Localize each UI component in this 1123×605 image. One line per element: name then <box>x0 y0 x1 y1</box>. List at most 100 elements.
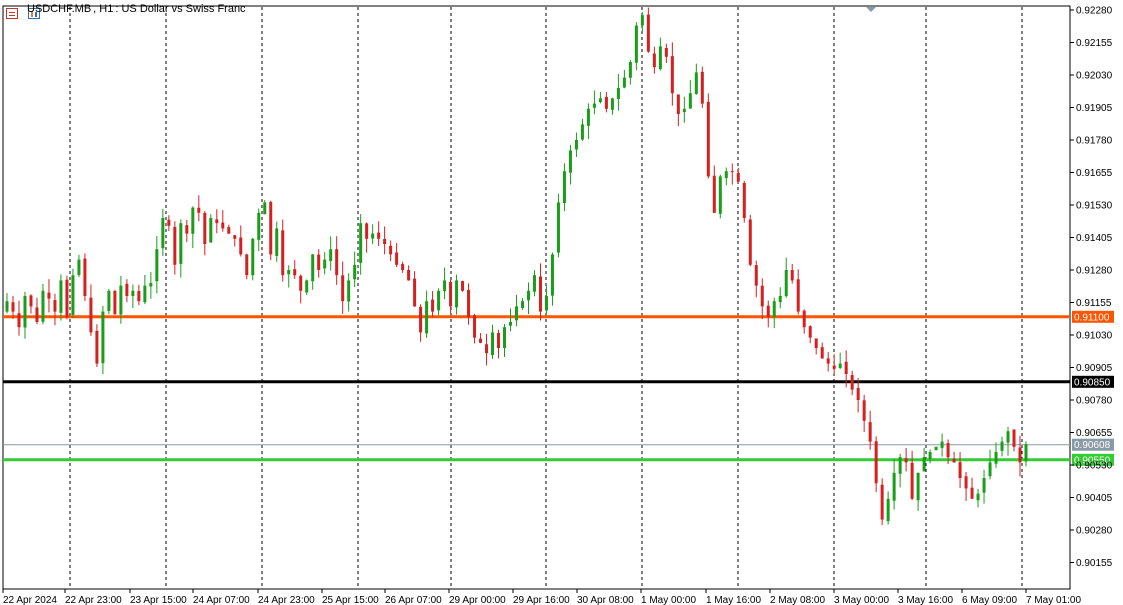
candle-body <box>580 124 584 140</box>
candle-body <box>83 258 87 296</box>
candlestick-series <box>5 7 1028 526</box>
candle-body <box>197 207 201 213</box>
candle-body <box>712 175 716 213</box>
candle-body <box>820 347 824 359</box>
candle-body <box>185 225 189 234</box>
x-tick-label: 30 Apr 08:00 <box>577 595 634 605</box>
candle-body <box>47 292 51 299</box>
candle-body <box>509 322 513 326</box>
candle-body <box>940 441 944 448</box>
x-tick-label: 29 Apr 16:00 <box>513 595 570 605</box>
level-price-tag <box>1072 438 1114 451</box>
table-icon[interactable] <box>6 8 18 19</box>
candle-body <box>868 422 872 442</box>
candle-body <box>880 484 884 520</box>
candle-body <box>203 212 207 244</box>
candle-body <box>365 223 369 239</box>
plot-area[interactable] <box>2 5 1071 590</box>
candle-body <box>766 305 770 317</box>
candle-body <box>239 237 243 255</box>
candle-body <box>221 222 225 229</box>
candle-body <box>1018 447 1022 463</box>
candle-body <box>473 315 477 338</box>
candle-body <box>491 332 495 356</box>
candle-body <box>23 296 27 328</box>
candle-body <box>101 311 105 364</box>
candle-body <box>353 264 357 280</box>
candle-body <box>976 493 980 501</box>
y-tick-label: 0.91280 <box>1076 266 1113 277</box>
candle-body <box>988 462 992 477</box>
candle-body <box>149 283 153 287</box>
candle-body <box>526 290 530 301</box>
candle-body <box>167 219 171 226</box>
candle-body <box>916 472 920 501</box>
candle-body <box>934 446 938 451</box>
candle-body <box>287 270 291 275</box>
candle-body <box>802 310 806 328</box>
candle-body <box>574 140 578 150</box>
candle-body <box>89 297 93 333</box>
candle-body <box>179 223 183 264</box>
x-tick-label: 1 May 00:00 <box>641 595 696 605</box>
candle-body <box>736 172 740 182</box>
candle-body <box>485 344 489 354</box>
candle-body <box>431 299 435 312</box>
candle-body <box>41 290 45 322</box>
candle-body <box>269 201 273 255</box>
candle-body <box>35 307 39 322</box>
candle-body <box>449 282 453 307</box>
candle-body <box>796 279 800 312</box>
candle-body <box>455 280 459 308</box>
x-tick-label: 6 May 09:00 <box>962 595 1017 605</box>
candle-body <box>946 443 950 458</box>
candle-body <box>904 458 908 463</box>
bar-chart-icon[interactable] <box>28 8 40 19</box>
candle-body <box>401 264 405 270</box>
candle-body <box>479 338 483 343</box>
y-tick-label: 0.90405 <box>1076 493 1113 504</box>
candle-body <box>556 202 560 253</box>
candle-body <box>305 280 309 293</box>
candle-body <box>95 330 99 364</box>
candle-body <box>622 77 626 88</box>
candle-body <box>886 498 890 522</box>
candle-body <box>616 88 620 99</box>
candle-body <box>964 476 968 489</box>
y-tick-label: 0.90655 <box>1076 428 1113 439</box>
candle-body <box>970 487 974 499</box>
description-label: US Dollar vs Swiss Franc <box>121 3 246 15</box>
candle-body <box>772 301 776 317</box>
candle-body <box>784 270 788 297</box>
x-tick-label: 3 May 00:00 <box>834 595 889 605</box>
candle-body <box>790 270 794 281</box>
candle-body <box>646 14 650 52</box>
scroll-marker-icon[interactable] <box>866 7 876 12</box>
price-axis[interactable]: 0.92280 0.92155 0.92030 0.91905 0.91780 0.916… <box>1070 6 1113 570</box>
candle-body <box>670 56 674 94</box>
candle-body <box>724 171 728 179</box>
candle-body <box>1000 441 1004 451</box>
candle-body <box>143 285 147 303</box>
y-tick-label: 0.90280 <box>1076 526 1113 537</box>
y-tick-label: 0.91405 <box>1076 233 1113 244</box>
candle-body <box>29 295 33 307</box>
y-tick-label: 0.92155 <box>1076 38 1113 49</box>
candle-body <box>634 25 638 63</box>
candle-body <box>425 301 429 334</box>
time-axis[interactable]: 22 Apr 2024 22 Apr 23:00 23 Apr 15:00 24 Ap… <box>2 589 1081 605</box>
candle-body <box>682 108 686 113</box>
horizontal-levels[interactable]: 0.91100 0.90850 0.90608 0.90550 <box>3 310 1114 467</box>
candle-body <box>778 296 782 303</box>
candle-body <box>107 290 111 312</box>
candle-body <box>251 238 255 276</box>
candle-body <box>730 171 734 173</box>
level-price-text: 0.90850 <box>1074 377 1111 388</box>
y-tick-label: 0.91530 <box>1076 201 1113 212</box>
y-tick-label: 0.91905 <box>1076 103 1113 114</box>
candle-body <box>928 452 932 460</box>
candle-body <box>227 227 231 234</box>
candle-body <box>664 48 668 57</box>
candle-body <box>856 388 860 400</box>
